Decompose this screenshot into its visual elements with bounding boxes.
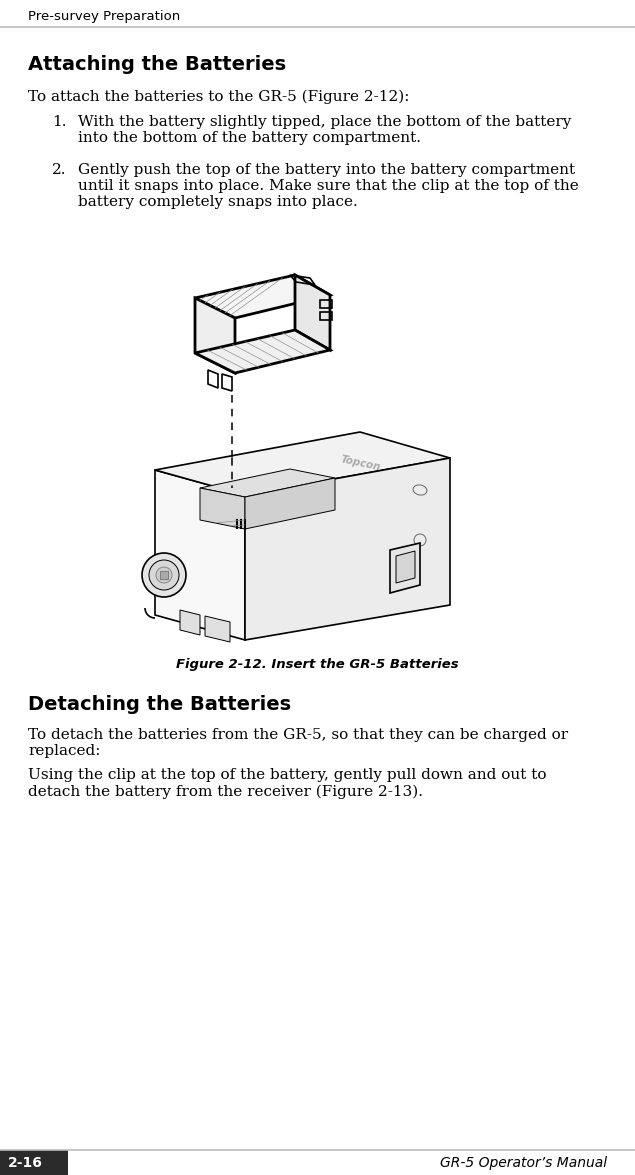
Text: Gently push the top of the battery into the battery compartment
until it snaps i: Gently push the top of the battery into … xyxy=(78,163,578,209)
Text: 2.: 2. xyxy=(52,163,67,177)
Text: Pre-survey Preparation: Pre-survey Preparation xyxy=(28,11,180,24)
Text: GR-5 Operator’s Manual: GR-5 Operator’s Manual xyxy=(440,1156,607,1170)
Polygon shape xyxy=(180,610,200,635)
Text: Attaching the Batteries: Attaching the Batteries xyxy=(28,55,286,74)
Bar xyxy=(320,313,332,320)
Polygon shape xyxy=(396,551,415,583)
Polygon shape xyxy=(200,488,245,529)
Polygon shape xyxy=(295,275,330,350)
Polygon shape xyxy=(390,543,420,593)
Polygon shape xyxy=(195,298,235,372)
Text: Topcon: Topcon xyxy=(340,454,382,472)
Polygon shape xyxy=(195,330,330,372)
Circle shape xyxy=(149,560,179,590)
Polygon shape xyxy=(195,275,330,318)
Polygon shape xyxy=(205,616,230,642)
Text: Figure 2-12. Insert the GR-5 Batteries: Figure 2-12. Insert the GR-5 Batteries xyxy=(176,658,459,671)
Text: 2-16: 2-16 xyxy=(8,1156,43,1170)
Text: Using the clip at the top of the battery, gently pull down and out to
detach the: Using the clip at the top of the battery… xyxy=(28,768,547,799)
Text: 1.: 1. xyxy=(52,115,67,129)
Circle shape xyxy=(156,568,172,583)
Text: Detaching the Batteries: Detaching the Batteries xyxy=(28,694,291,714)
Bar xyxy=(320,300,332,308)
Bar xyxy=(0,1150,68,1175)
Polygon shape xyxy=(155,432,450,495)
Text: With the battery slightly tipped, place the bottom of the battery
into the botto: With the battery slightly tipped, place … xyxy=(78,115,572,146)
Circle shape xyxy=(142,553,186,597)
Polygon shape xyxy=(155,470,245,640)
Polygon shape xyxy=(200,469,335,497)
Bar xyxy=(160,571,168,579)
Polygon shape xyxy=(245,478,335,529)
Text: To detach the batteries from the GR-5, so that they can be charged or
replaced:: To detach the batteries from the GR-5, s… xyxy=(28,728,568,758)
Polygon shape xyxy=(245,458,450,640)
Text: To attach the batteries to the GR-5 (Figure 2-12):: To attach the batteries to the GR-5 (Fig… xyxy=(28,90,410,105)
